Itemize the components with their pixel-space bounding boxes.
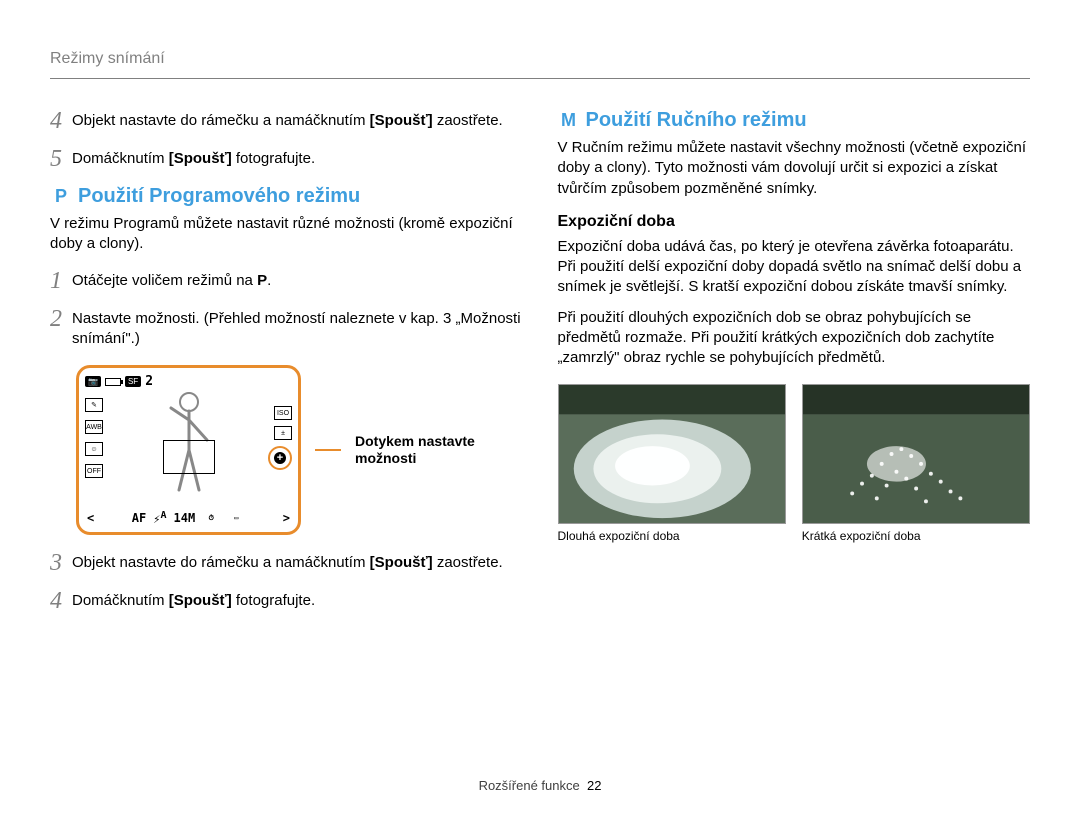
drive-icon: ▭ [227, 511, 245, 525]
sample-caption: Dlouhá expoziční doba [558, 529, 786, 543]
section-description: V režimu Programů můžete nastavit různé … [50, 214, 523, 255]
page-number: 22 [587, 778, 601, 793]
camera-screen-illustration: 📷 SF 2 ✎ AWB ☺ OFF ISO ± [76, 365, 523, 535]
iso-icon: ISO [274, 406, 292, 420]
step-number: 4 [50, 109, 72, 133]
step-text: Objekt nastavte do rámečku a namáčknutím… [72, 109, 523, 133]
section-heading-program: P Použití Programového režimu [50, 185, 523, 208]
camera-bottom-bar: < AF ⚡A 14M ⏱ ▭ > [87, 510, 290, 526]
sample-image-long [558, 384, 786, 524]
camera-left-icons: ✎ AWB ☺ OFF [85, 398, 103, 478]
breadcrumb: Režimy snímání [50, 50, 1030, 79]
right-column: M Použití Ručního režimu V Ručním režimu… [558, 109, 1031, 627]
callout-line [315, 449, 341, 451]
af-label: AF [132, 511, 146, 525]
awb-icon: AWB [85, 420, 103, 434]
off-icon: OFF [85, 464, 103, 478]
step-item: 4 Domáčknutím [Spoušť] fotografujte. [50, 589, 523, 613]
step-item: 4 Objekt nastavte do rámečku a namáčknut… [50, 109, 523, 133]
camera-top-bar: 📷 SF 2 [85, 374, 153, 389]
subheading-exposure: Expoziční doba [558, 213, 1031, 231]
mode-p-icon: P [50, 186, 72, 208]
step-number: 4 [50, 589, 72, 613]
ev-icon: ± [274, 426, 292, 440]
step-number: 2 [50, 307, 72, 350]
step-text: Otáčejte voličem režimů na P. [72, 269, 523, 293]
section-title: Použití Programového režimu [78, 185, 360, 208]
section-heading-manual: M Použití Ručního režimu [558, 109, 1031, 132]
sample-image-short [802, 384, 1030, 524]
touch-options-icon [268, 446, 292, 470]
step-item: 1 Otáčejte voličem režimů na P. [50, 269, 523, 293]
size-label: 14M [174, 511, 196, 525]
sample-long-exposure: Dlouhá expoziční doba [558, 384, 786, 543]
camera-mode-icon: 📷 [85, 376, 101, 387]
touch-options-label: Dotykem nastavte možnosti [355, 433, 475, 467]
step-number: 5 [50, 147, 72, 171]
step-text: Nastavte možnosti. (Přehled možností nal… [72, 307, 523, 350]
body-paragraph: Expoziční doba udává čas, po který je ot… [558, 237, 1031, 298]
step-text: Objekt nastavte do rámečku a namáčknutím… [72, 551, 523, 575]
step-text: Domáčknutím [Spoušť] fotografujte. [72, 589, 523, 613]
quality-icon: SF [125, 376, 141, 387]
chevron-left-icon: < [87, 511, 94, 525]
left-column: 4 Objekt nastavte do rámečku a namáčknut… [50, 109, 523, 627]
body-paragraph: Při použití dlouhých expozičních dob se … [558, 308, 1031, 369]
step-text: Domáčknutím [Spoušť] fotografujte. [72, 147, 523, 171]
camera-screen: 📷 SF 2 ✎ AWB ☺ OFF ISO ± [76, 365, 301, 535]
shot-counter: 2 [145, 374, 153, 389]
section-title: Použití Ručního režimu [586, 109, 807, 132]
step-number: 3 [50, 551, 72, 575]
mode-m-icon: M [558, 110, 580, 132]
timer-icon: ⏱ [202, 511, 220, 525]
step-number: 1 [50, 269, 72, 293]
battery-icon [105, 378, 121, 386]
footer-label: Rozšířené funkce [479, 778, 580, 793]
section-description: V Ručním režimu můžete nastavit všechny … [558, 138, 1031, 199]
step-item: 5 Domáčknutím [Spoušť] fotografujte. [50, 147, 523, 171]
focus-rectangle [163, 440, 215, 474]
step-item: 2 Nastavte možnosti. (Přehled možností n… [50, 307, 523, 350]
sample-images-row: Dlouhá expoziční doba Krátk [558, 384, 1031, 543]
face-icon: ☺ [85, 442, 103, 456]
step-item: 3 Objekt nastavte do rámečku a namáčknut… [50, 551, 523, 575]
camera-right-icons: ISO ± [274, 406, 292, 440]
page-footer: Rozšířené funkce 22 [0, 778, 1080, 793]
color-icon: ✎ [85, 398, 103, 412]
chevron-right-icon: > [283, 511, 290, 525]
sample-caption: Krátká expoziční doba [802, 529, 1030, 543]
content-columns: 4 Objekt nastavte do rámečku a namáčknut… [50, 109, 1030, 627]
sample-short-exposure: Krátká expoziční doba [802, 384, 1030, 543]
flash-icon: ⚡A [153, 510, 166, 526]
